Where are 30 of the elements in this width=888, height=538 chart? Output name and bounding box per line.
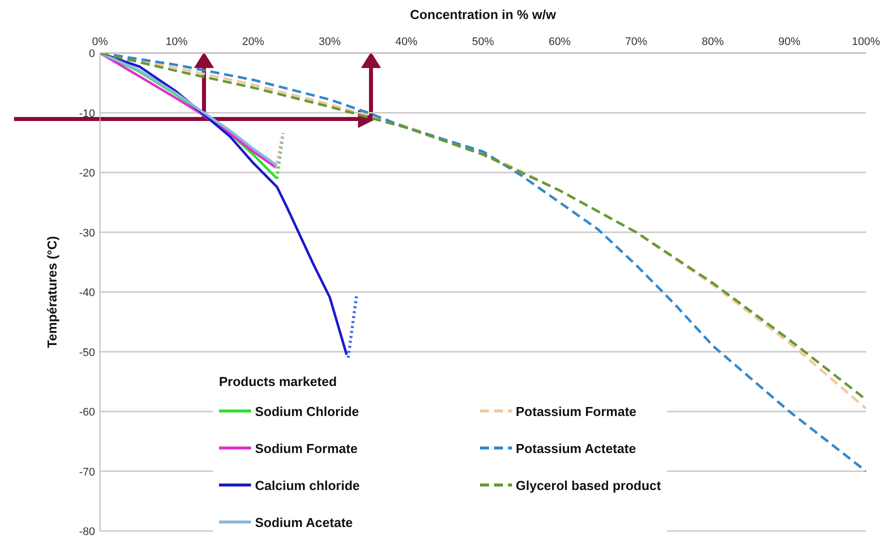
x-axis-title: Concentration in % w/w — [410, 7, 557, 22]
y-tick-label: -40 — [79, 287, 95, 299]
x-tick-label: 40% — [395, 36, 418, 48]
y-tick-label: -30 — [79, 227, 95, 240]
legend-title: Products marketed — [219, 374, 338, 389]
legend-label: Sodium Formate — [255, 440, 358, 456]
x-tick-label: 100% — [852, 36, 880, 48]
x-tick-label: 30% — [318, 36, 342, 48]
y-tick-label: 0 — [88, 48, 95, 60]
legend-label: Calcium chloride — [255, 478, 360, 492]
legend-label: Potassium Formate — [516, 404, 636, 418]
x-tick-label: 60% — [548, 36, 571, 48]
x-tick-label: 50% — [472, 36, 494, 48]
x-tick-label: 80% — [702, 36, 724, 48]
y-tick-label: -10 — [79, 108, 95, 120]
legend-label: Sodium Acetate — [255, 514, 353, 530]
y-tick-label: -60 — [79, 406, 95, 418]
x-tick-label: 10% — [166, 36, 188, 48]
y-tick-label: -20 — [79, 168, 95, 180]
legend-label: Potassium Actetate — [516, 440, 636, 456]
x-tick-label: 70% — [625, 36, 648, 48]
legend-label: Sodium Chloride — [255, 404, 359, 418]
legend-label: Glycerol based product — [516, 478, 661, 492]
x-tick-label: 90% — [778, 36, 801, 48]
y-tick-label: -80 — [79, 526, 95, 538]
x-tick-label: 0% — [92, 36, 108, 48]
x-tick-label: 20% — [242, 36, 264, 48]
y-tick-label: -70 — [79, 466, 95, 478]
y-axis-title: Températures (°C) — [44, 236, 60, 348]
y-tick-label: -50 — [79, 346, 95, 359]
